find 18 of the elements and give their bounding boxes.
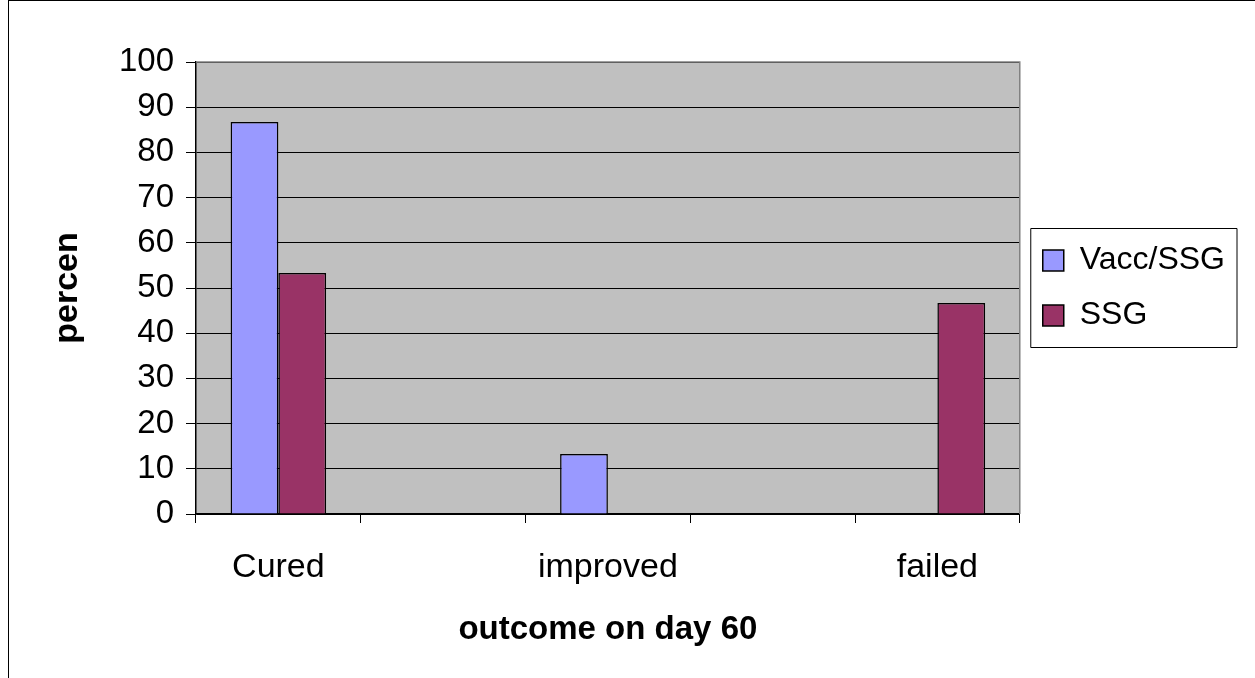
- legend-label: Vacc/SSG: [1079, 240, 1225, 277]
- y-tick-label: 100: [118, 41, 174, 79]
- x-tick-label: Cured: [232, 545, 325, 584]
- y-tick-label: 10: [137, 447, 174, 485]
- y-axis-title: percen: [45, 232, 84, 344]
- x-tick-label: failed: [896, 545, 979, 584]
- y-tick-label: 70: [137, 176, 174, 214]
- y-tick-label: 50: [137, 267, 174, 305]
- y-tick-label: 80: [137, 131, 174, 169]
- y-tick-label: 90: [137, 86, 174, 124]
- legend-label: SSG: [1079, 295, 1148, 332]
- x-axis-title: outcome on day 60: [458, 609, 758, 647]
- y-tick-label: 30: [137, 357, 174, 395]
- y-tick-label: 40: [137, 312, 174, 350]
- y-tick-label: 60: [137, 221, 174, 259]
- x-tick-label: improved: [537, 545, 678, 584]
- y-tick-label: 20: [137, 402, 174, 440]
- y-tick-label: 0: [155, 493, 174, 531]
